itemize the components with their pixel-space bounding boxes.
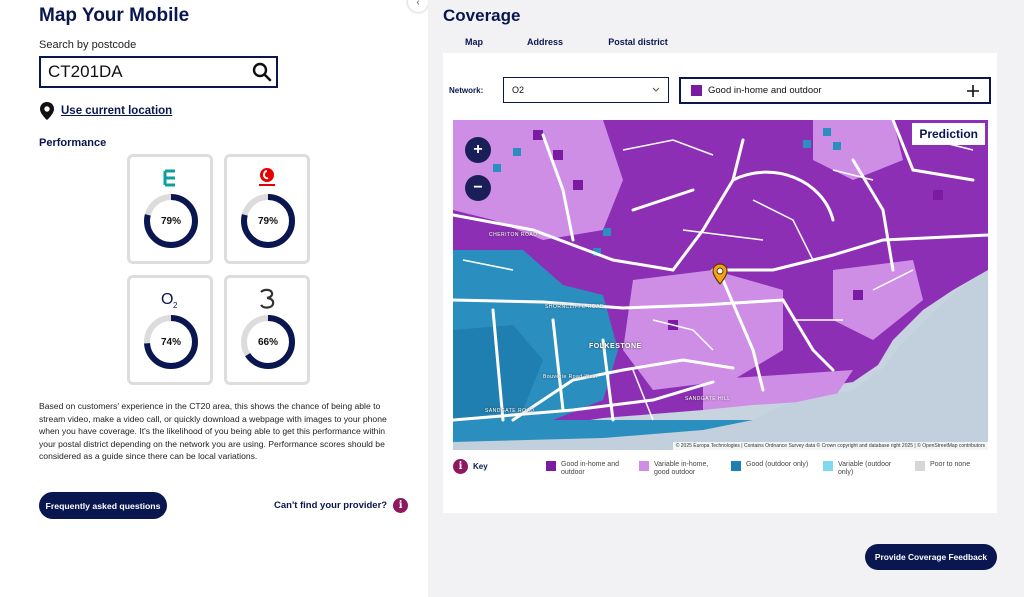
legend-label: Variable in-home, good outdoor (654, 461, 709, 476)
vodafone-score: 79% (257, 215, 278, 227)
layer-swatch (691, 85, 702, 96)
network-label: Network: (449, 86, 484, 95)
key-label: Key (473, 462, 488, 471)
legend-swatch (915, 461, 925, 471)
o2-score: 74% (160, 336, 181, 348)
map-place-sandgate-hill: SANDGATE HILL (685, 396, 731, 402)
scrollbar[interactable] (1014, 0, 1022, 597)
map-place-cheriton-road: CHERITON ROAD (489, 232, 538, 238)
cant-find-provider[interactable]: Can't find your provider? i (274, 498, 409, 513)
vodafone-score-ring (241, 194, 295, 248)
chevron-down-icon (652, 87, 660, 92)
legend-swatch (731, 461, 741, 471)
legend-label: Good (outdoor only) (746, 461, 809, 468)
left-panel: Map Your Mobile Search by postcode CT201… (0, 0, 428, 597)
tab-postal-district[interactable]: Postal district (608, 37, 668, 47)
ee-score-ring (144, 194, 198, 248)
legend-poor: Poor to none (915, 461, 995, 471)
legend-swatch (639, 461, 649, 471)
legend-swatch (546, 461, 556, 471)
right-panel: Coverage Map Address Postal district Net… (428, 0, 1024, 597)
provider-card-three: 66% (224, 275, 310, 385)
legend-label: Poor to none (930, 461, 971, 468)
layer-select[interactable]: Good in-home and outdoor (679, 77, 991, 104)
legend-good-outdoor: Good (outdoor only) (731, 461, 811, 471)
legend-label: Variable (outdoor only) (838, 461, 892, 476)
ee-score: 79% (160, 215, 181, 227)
svg-text:2: 2 (173, 301, 178, 310)
use-current-location[interactable]: Use current location (40, 102, 172, 120)
provider-card-vodafone: 79% (224, 154, 310, 264)
map-marker-icon[interactable] (712, 263, 728, 285)
faq-button[interactable]: Frequently asked questions (39, 492, 167, 519)
legend-variable-outdoor: Variable (outdoor only) (823, 461, 903, 476)
three-logo-icon (227, 286, 307, 312)
provider-card-ee: 79% (127, 154, 213, 264)
coverage-map[interactable]: FOLKESTONE SANDGATE ROAD SHORNCLIFFE ROA… (453, 120, 988, 450)
coverage-title: Coverage (443, 6, 521, 25)
postcode-search[interactable]: CT201DA (39, 56, 278, 88)
vodafone-logo-icon (227, 165, 307, 191)
three-score: 66% (257, 336, 278, 348)
legend-swatch (823, 461, 833, 471)
performance-description: Based on customers' experience in the CT… (39, 401, 387, 461)
o2-score-ring (144, 315, 198, 369)
map-place-shorncliffe-road: SHORNCLIFFE ROAD (545, 304, 605, 310)
legend-variable-in-home: Variable in-home, good outdoor (639, 461, 713, 476)
coverage-feedback-button[interactable]: Provide Coverage Feedback (865, 544, 997, 570)
three-score-ring (241, 315, 295, 369)
performance-heading: Performance (39, 137, 107, 149)
map-place-folkestone: FOLKESTONE (589, 343, 642, 350)
use-location-link[interactable]: Use current location (61, 105, 173, 117)
info-icon[interactable]: i (393, 498, 409, 513)
search-icon[interactable] (248, 58, 276, 86)
location-pin-icon (40, 102, 54, 120)
map-place-bouverie-road-west: Bouverie Road West (543, 374, 598, 380)
page-title: Map Your Mobile (39, 5, 190, 26)
zoom-out-button[interactable]: − (465, 175, 491, 201)
tab-address[interactable]: Address (526, 37, 563, 47)
search-label: Search by postcode (39, 39, 137, 51)
map-key[interactable]: i Key (453, 459, 488, 474)
search-input[interactable]: CT201DA (48, 62, 123, 81)
coverage-card: Network: O2 Good in-home and outdoor (443, 53, 997, 513)
svg-text:O: O (161, 291, 173, 308)
map-attribution: © 2025 Europa Technologies | Contains Or… (672, 442, 988, 450)
network-select[interactable]: O2 (503, 77, 669, 103)
collapse-panel-icon[interactable]: ‹ (408, 0, 428, 12)
key-info-icon[interactable]: i (453, 459, 468, 474)
ee-logo-icon (130, 165, 210, 191)
cant-find-label[interactable]: Can't find your provider? (274, 500, 388, 511)
layer-value: Good in-home and outdoor (708, 85, 822, 96)
legend-good-in-home: Good in-home and outdoor (546, 461, 626, 476)
prediction-badge: Prediction (912, 123, 985, 145)
legend-label: Good in-home and outdoor (561, 461, 619, 476)
plus-icon[interactable] (967, 84, 979, 97)
map-place-sandgate-road: SANDGATE ROAD (485, 408, 535, 414)
network-value: O2 (512, 85, 525, 95)
zoom-in-button[interactable]: + (465, 137, 491, 163)
